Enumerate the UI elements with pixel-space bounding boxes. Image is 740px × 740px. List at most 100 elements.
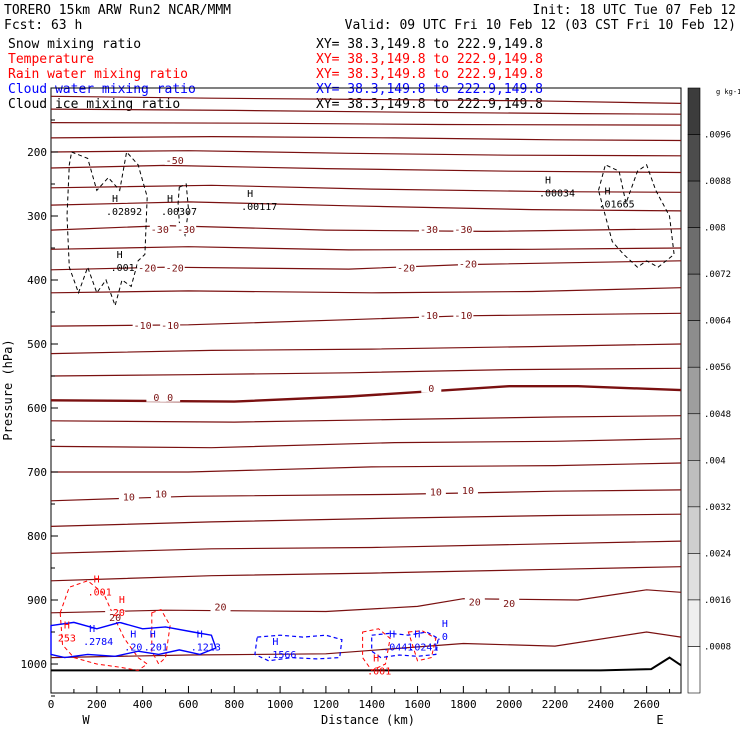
isotherm-line	[50, 589, 682, 614]
isotherm-label-bg	[419, 308, 439, 320]
maximum-value-label: .0441	[383, 642, 413, 653]
isotherm-label: -30	[151, 225, 169, 236]
maximum-value-label: .001	[367, 667, 391, 678]
field-xy-temperature: XY= 38.3,149.8 to 222.9,149.8	[316, 52, 543, 67]
isotherm-line	[50, 122, 682, 126]
x-tick-label: 2600	[633, 698, 660, 711]
maximum-value-label: 20	[113, 608, 125, 619]
colorbar-tick-label: .0064	[704, 317, 731, 327]
temperature-contours	[50, 95, 682, 672]
colorbar-swatch	[687, 599, 701, 647]
isotherm-label-bg	[421, 381, 442, 393]
x-tick-label: 600	[179, 698, 199, 711]
high-marker: H	[373, 654, 379, 665]
y-tick-label: 600	[27, 402, 47, 415]
rain-water-contour	[151, 608, 171, 665]
valid-time: Valid: 09 UTC Fri 10 Feb 12 (03 CST Fri …	[345, 18, 736, 33]
field-legend: Snow mixing ratio Temperature Rain water…	[8, 37, 543, 112]
isotherm-label: 10	[462, 486, 474, 497]
y-tick-label: 800	[27, 530, 47, 543]
field-name-cloud-water: Cloud water mixing ratio	[8, 82, 196, 97]
high-marker: H	[545, 176, 551, 187]
isotherm-label: -30	[420, 225, 438, 236]
isotherm-label: -10	[134, 321, 152, 332]
rain-water-contour	[59, 580, 149, 671]
colorbar-tick-label: .0056	[704, 363, 731, 373]
colorbar-tick-label: .004	[704, 456, 726, 466]
colorbar-tick-label: .008	[704, 224, 726, 234]
isotherm-label-bg	[499, 596, 520, 608]
colorbar-swatch	[687, 506, 701, 554]
isotherm-label: -10	[420, 311, 438, 322]
isotherm-line	[50, 566, 682, 582]
colorbar-tick-label: .0088	[704, 177, 731, 187]
isotherm-line	[50, 438, 682, 449]
high-marker: H	[150, 629, 156, 640]
isotherm-label: -30	[177, 225, 195, 236]
x-tick-label: 0	[48, 698, 55, 711]
isotherm-line	[50, 385, 682, 403]
isotherm-line	[50, 108, 682, 115]
isotherm-label-bg	[118, 490, 139, 502]
isotherm-label: 0	[428, 384, 434, 395]
field-xy-cloud-water: XY= 38.3,149.8 to 222.9,149.8	[316, 82, 543, 97]
isotherm-label-bg	[419, 223, 439, 235]
y-tick-label: 400	[27, 274, 47, 287]
maximum-value-label: .02892	[106, 207, 142, 218]
high-marker: H	[389, 629, 395, 640]
maximum-value-label: 253	[58, 633, 76, 644]
isotherm-line	[50, 343, 682, 355]
colorbar-swatch	[687, 460, 701, 508]
maximum-value-label: .1213	[191, 642, 221, 653]
colorbar-swatch	[687, 366, 701, 415]
isotherm-line	[50, 164, 682, 174]
isotherm-label-bg	[149, 223, 170, 235]
isotherm-line	[50, 367, 682, 377]
colorbar-tick-label: .0008	[704, 642, 731, 652]
isotherm-label: 0	[167, 393, 173, 404]
maximum-value-label: .00117	[241, 202, 277, 213]
high-marker: H	[167, 194, 173, 205]
isotherm-line	[50, 201, 682, 212]
cloud-ice-contour	[597, 164, 675, 268]
colorbar-tick-label: .0048	[704, 410, 731, 420]
isotherm-label-bg	[396, 261, 417, 273]
x-tick-label: 2200	[542, 698, 569, 711]
y-tick-label: 200	[27, 146, 47, 159]
high-marker: H	[442, 619, 448, 630]
cloud-ice-contour	[66, 150, 148, 308]
maximum-value-label: .00307	[161, 207, 197, 218]
field-name-temperature: Temperature	[8, 52, 94, 67]
isotherm-label-bg	[464, 595, 485, 607]
colorbar-tick-label: .0096	[704, 131, 731, 141]
isotherm-label: 10	[430, 487, 442, 498]
maximum-value-label: .01665	[599, 199, 635, 210]
x-tick-label: 200	[87, 698, 107, 711]
isotherm-label: 10	[155, 489, 167, 500]
high-marker: H	[247, 189, 253, 200]
east-label: E	[656, 713, 663, 727]
x-tick-label: 2000	[496, 698, 523, 711]
isotherm-label-bg	[210, 600, 231, 612]
colorbar-swatch	[687, 553, 701, 601]
isotherm-line	[50, 540, 682, 554]
y-axis-label: Pressure (hPa)	[1, 339, 15, 440]
colorbar-swatch	[687, 180, 701, 228]
init-time: Init: 18 UTC Tue 07 Feb 12	[533, 3, 737, 18]
high-marker: H	[89, 624, 95, 635]
cloud-ice-contour	[177, 183, 190, 238]
x-tick-label: 400	[133, 698, 153, 711]
header: TORERO 15km ARW Run2 NCAR/MMM Fcst: 63 h…	[4, 3, 736, 33]
isotherm-line	[51, 462, 682, 473]
colorbar-swatch	[687, 87, 701, 135]
isotherm-line	[50, 631, 682, 659]
isotherm-label-bg	[164, 261, 185, 273]
colorbar-tick-label: .0016	[704, 596, 731, 606]
isotherm-label-bg	[453, 308, 474, 320]
cloud-water-contour	[371, 631, 439, 659]
isotherm-label: 20	[109, 613, 121, 624]
x-axis: 0 200 400 600 800 1000 1200 1400 1600 1800 2000 220…	[48, 686, 671, 711]
isotherm-label: -10	[161, 321, 179, 332]
isotherm-line	[50, 95, 682, 104]
